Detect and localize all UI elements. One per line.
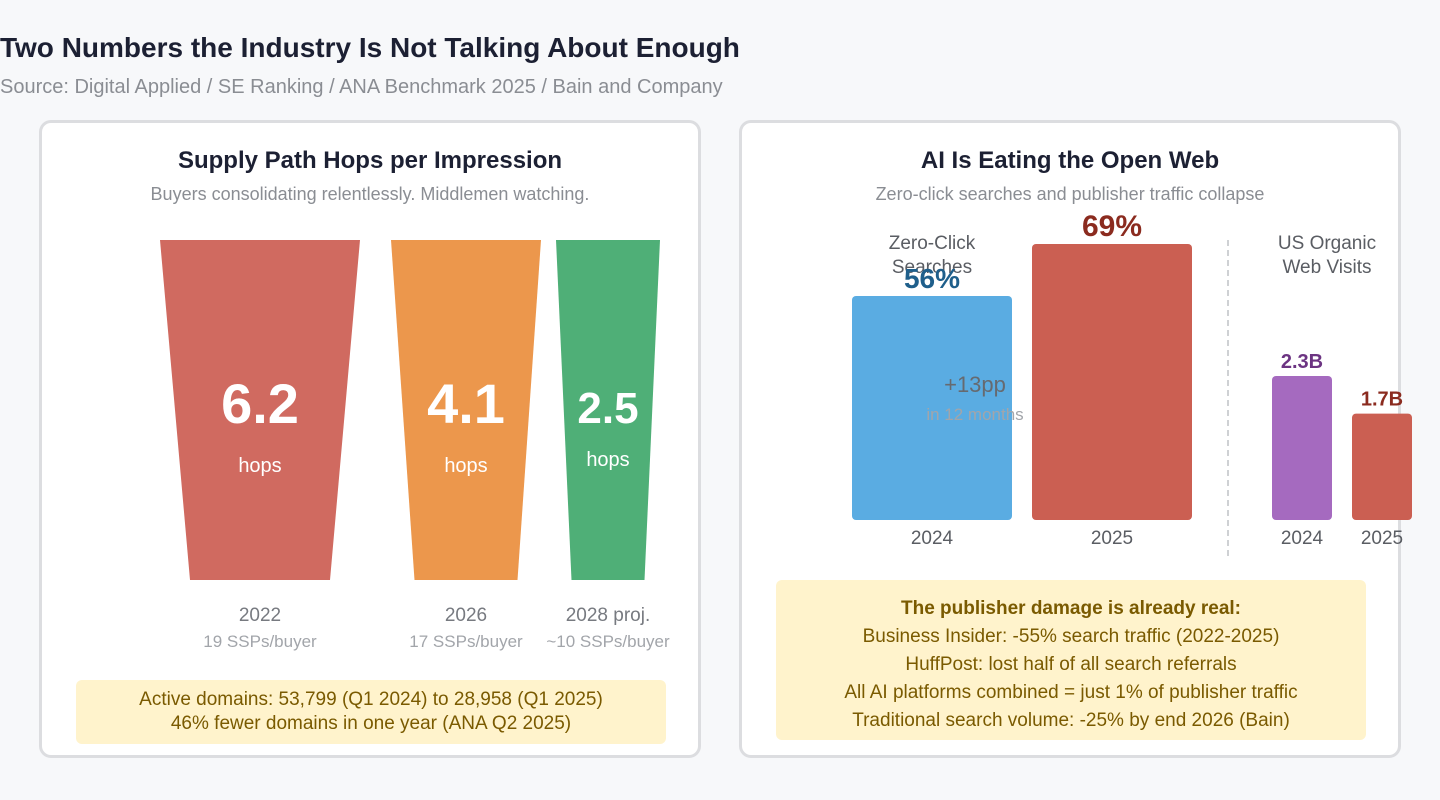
source-subtitle: Source: Digital Applied / SE Ranking / A… bbox=[0, 76, 723, 98]
hops-value-label: 4.1 bbox=[427, 372, 505, 435]
zero-click-title-line: Searches bbox=[892, 257, 972, 278]
zero-click-value-label: 69% bbox=[1082, 210, 1142, 243]
zero-click-year-label: 2024 bbox=[911, 528, 954, 549]
hops-value-label: 6.2 bbox=[221, 372, 299, 435]
zero-click-delta-sublabel: in 12 months bbox=[926, 405, 1023, 424]
publisher-damage-line: Business Insider: -55% search traffic (2… bbox=[862, 626, 1280, 647]
supply-path-title: Supply Path Hops per Impression bbox=[177, 147, 563, 174]
zero-click-year-label: 2025 bbox=[1091, 528, 1133, 549]
zero-click-bar-2025 bbox=[1032, 244, 1192, 520]
chart-divider bbox=[1227, 240, 1229, 556]
hops-year-label: 2026 bbox=[445, 605, 487, 626]
page-title: Two Numbers the Industry Is Not Talking … bbox=[0, 32, 740, 63]
zero-click-value-label: 56% bbox=[904, 263, 960, 294]
organic-visits-value-label: 2.3B bbox=[1281, 351, 1323, 373]
hops-funnel-2022 bbox=[160, 240, 360, 580]
organic-visits-title-line: US Organic bbox=[1278, 233, 1376, 254]
zero-click-delta-label: +13pp bbox=[944, 372, 1006, 397]
hops-ssp-label: 17 SSPs/buyer bbox=[409, 632, 523, 651]
organic-visits-year-label: 2024 bbox=[1281, 528, 1324, 549]
hops-unit-label: hops bbox=[238, 455, 281, 477]
hops-funnel-2026 bbox=[391, 240, 541, 580]
publisher-damage-heading: The publisher damage is already real: bbox=[900, 598, 1241, 619]
publisher-damage-note: The publisher damage is already real: Bu… bbox=[776, 580, 1366, 740]
domains-note: Active domains: 53,799 (Q1 2024) to 28,9… bbox=[76, 680, 666, 744]
hops-chart: 6.2 hops 2022 19 SSPs/buyer 4.1 hops 2026 17 SS… bbox=[160, 240, 670, 651]
hops-funnel-2028 bbox=[556, 240, 660, 580]
hops-ssp-label: ~10 SSPs/buyer bbox=[546, 632, 670, 651]
organic-visits-year-label: 2025 bbox=[1361, 528, 1403, 549]
supply-path-panel: Supply Path Hops per Impression Buyers c… bbox=[39, 120, 701, 758]
ai-web-title: AI Is Eating the Open Web bbox=[920, 147, 1220, 174]
publisher-damage-line: All AI platforms combined = just 1% of p… bbox=[844, 682, 1298, 703]
domains-note-line: Active domains: 53,799 (Q1 2024) to 28,9… bbox=[139, 689, 603, 710]
organic-visits-bar-2025 bbox=[1352, 413, 1412, 520]
domains-note-line: 46% fewer domains in one year (ANA Q2 20… bbox=[170, 713, 572, 734]
hops-ssp-label: 19 SSPs/buyer bbox=[203, 632, 317, 651]
organic-visits-bar-2024 bbox=[1272, 376, 1332, 520]
publisher-damage-line: Traditional search volume: -25% by end 2… bbox=[852, 710, 1290, 731]
hops-value-label: 2.5 bbox=[577, 384, 638, 433]
zero-click-bar-2024 bbox=[852, 296, 1012, 520]
hops-year-label: 2028 proj. bbox=[566, 605, 651, 626]
ai-web-panel: AI Is Eating the Open Web Zero-click sea… bbox=[739, 120, 1412, 758]
hops-year-label: 2022 bbox=[239, 605, 281, 626]
zero-click-title-line: Zero-Click bbox=[889, 233, 976, 254]
hops-unit-label: hops bbox=[586, 449, 629, 471]
ai-web-subtitle: Zero-click searches and publisher traffi… bbox=[875, 184, 1265, 204]
supply-path-subtitle: Buyers consolidating relentlessly. Middl… bbox=[150, 184, 590, 204]
hops-unit-label: hops bbox=[444, 455, 487, 477]
publisher-damage-line: HuffPost: lost half of all search referr… bbox=[905, 654, 1237, 675]
organic-visits-title-line: Web Visits bbox=[1282, 257, 1371, 278]
organic-visits-value-label: 1.7B bbox=[1361, 389, 1403, 411]
